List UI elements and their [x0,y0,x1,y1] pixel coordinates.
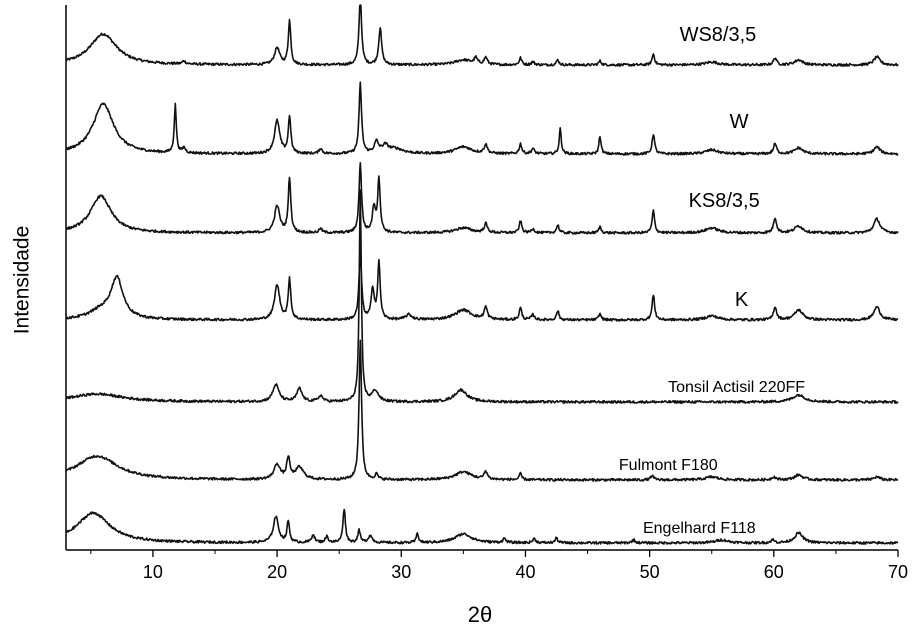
series-label: WS8/3,5 [680,24,757,46]
x-tick-label: 10 [143,562,163,582]
x-tick-label: 50 [640,562,660,582]
series-line [65,189,899,404]
x-tick-label: 60 [764,562,784,582]
series-line [65,508,899,545]
x-ticks: 10 20 30 40 50 60 70 [90,550,908,582]
series-label: K [735,289,749,311]
x-axis-label: 2θ [467,602,493,627]
series-line [65,4,899,67]
series-line [65,246,899,322]
series-labels: WS8/3,5 W KS8/3,5 K Tonsil Actisil 220FF Fulm… [619,24,805,537]
series-line [65,81,899,156]
series-line [65,339,899,482]
series-label: W [730,111,749,133]
series-label: Engelhard F118 [643,520,756,537]
series-label: Fulmont F180 [619,457,718,474]
x-tick-label: 40 [515,562,535,582]
series-line [65,162,899,235]
series-label: KS8/3,5 [689,190,760,212]
series-lines [65,4,899,545]
x-tick-label: 30 [391,562,411,582]
y-axis-label: Intensidade [10,225,33,335]
series-label: Tonsil Actisil 220FF [668,379,805,396]
x-tick-label: 20 [267,562,287,582]
y-axis-label-wrapper: Intensidade [2,110,42,450]
axes [65,5,898,551]
x-tick-label: 70 [888,562,908,582]
